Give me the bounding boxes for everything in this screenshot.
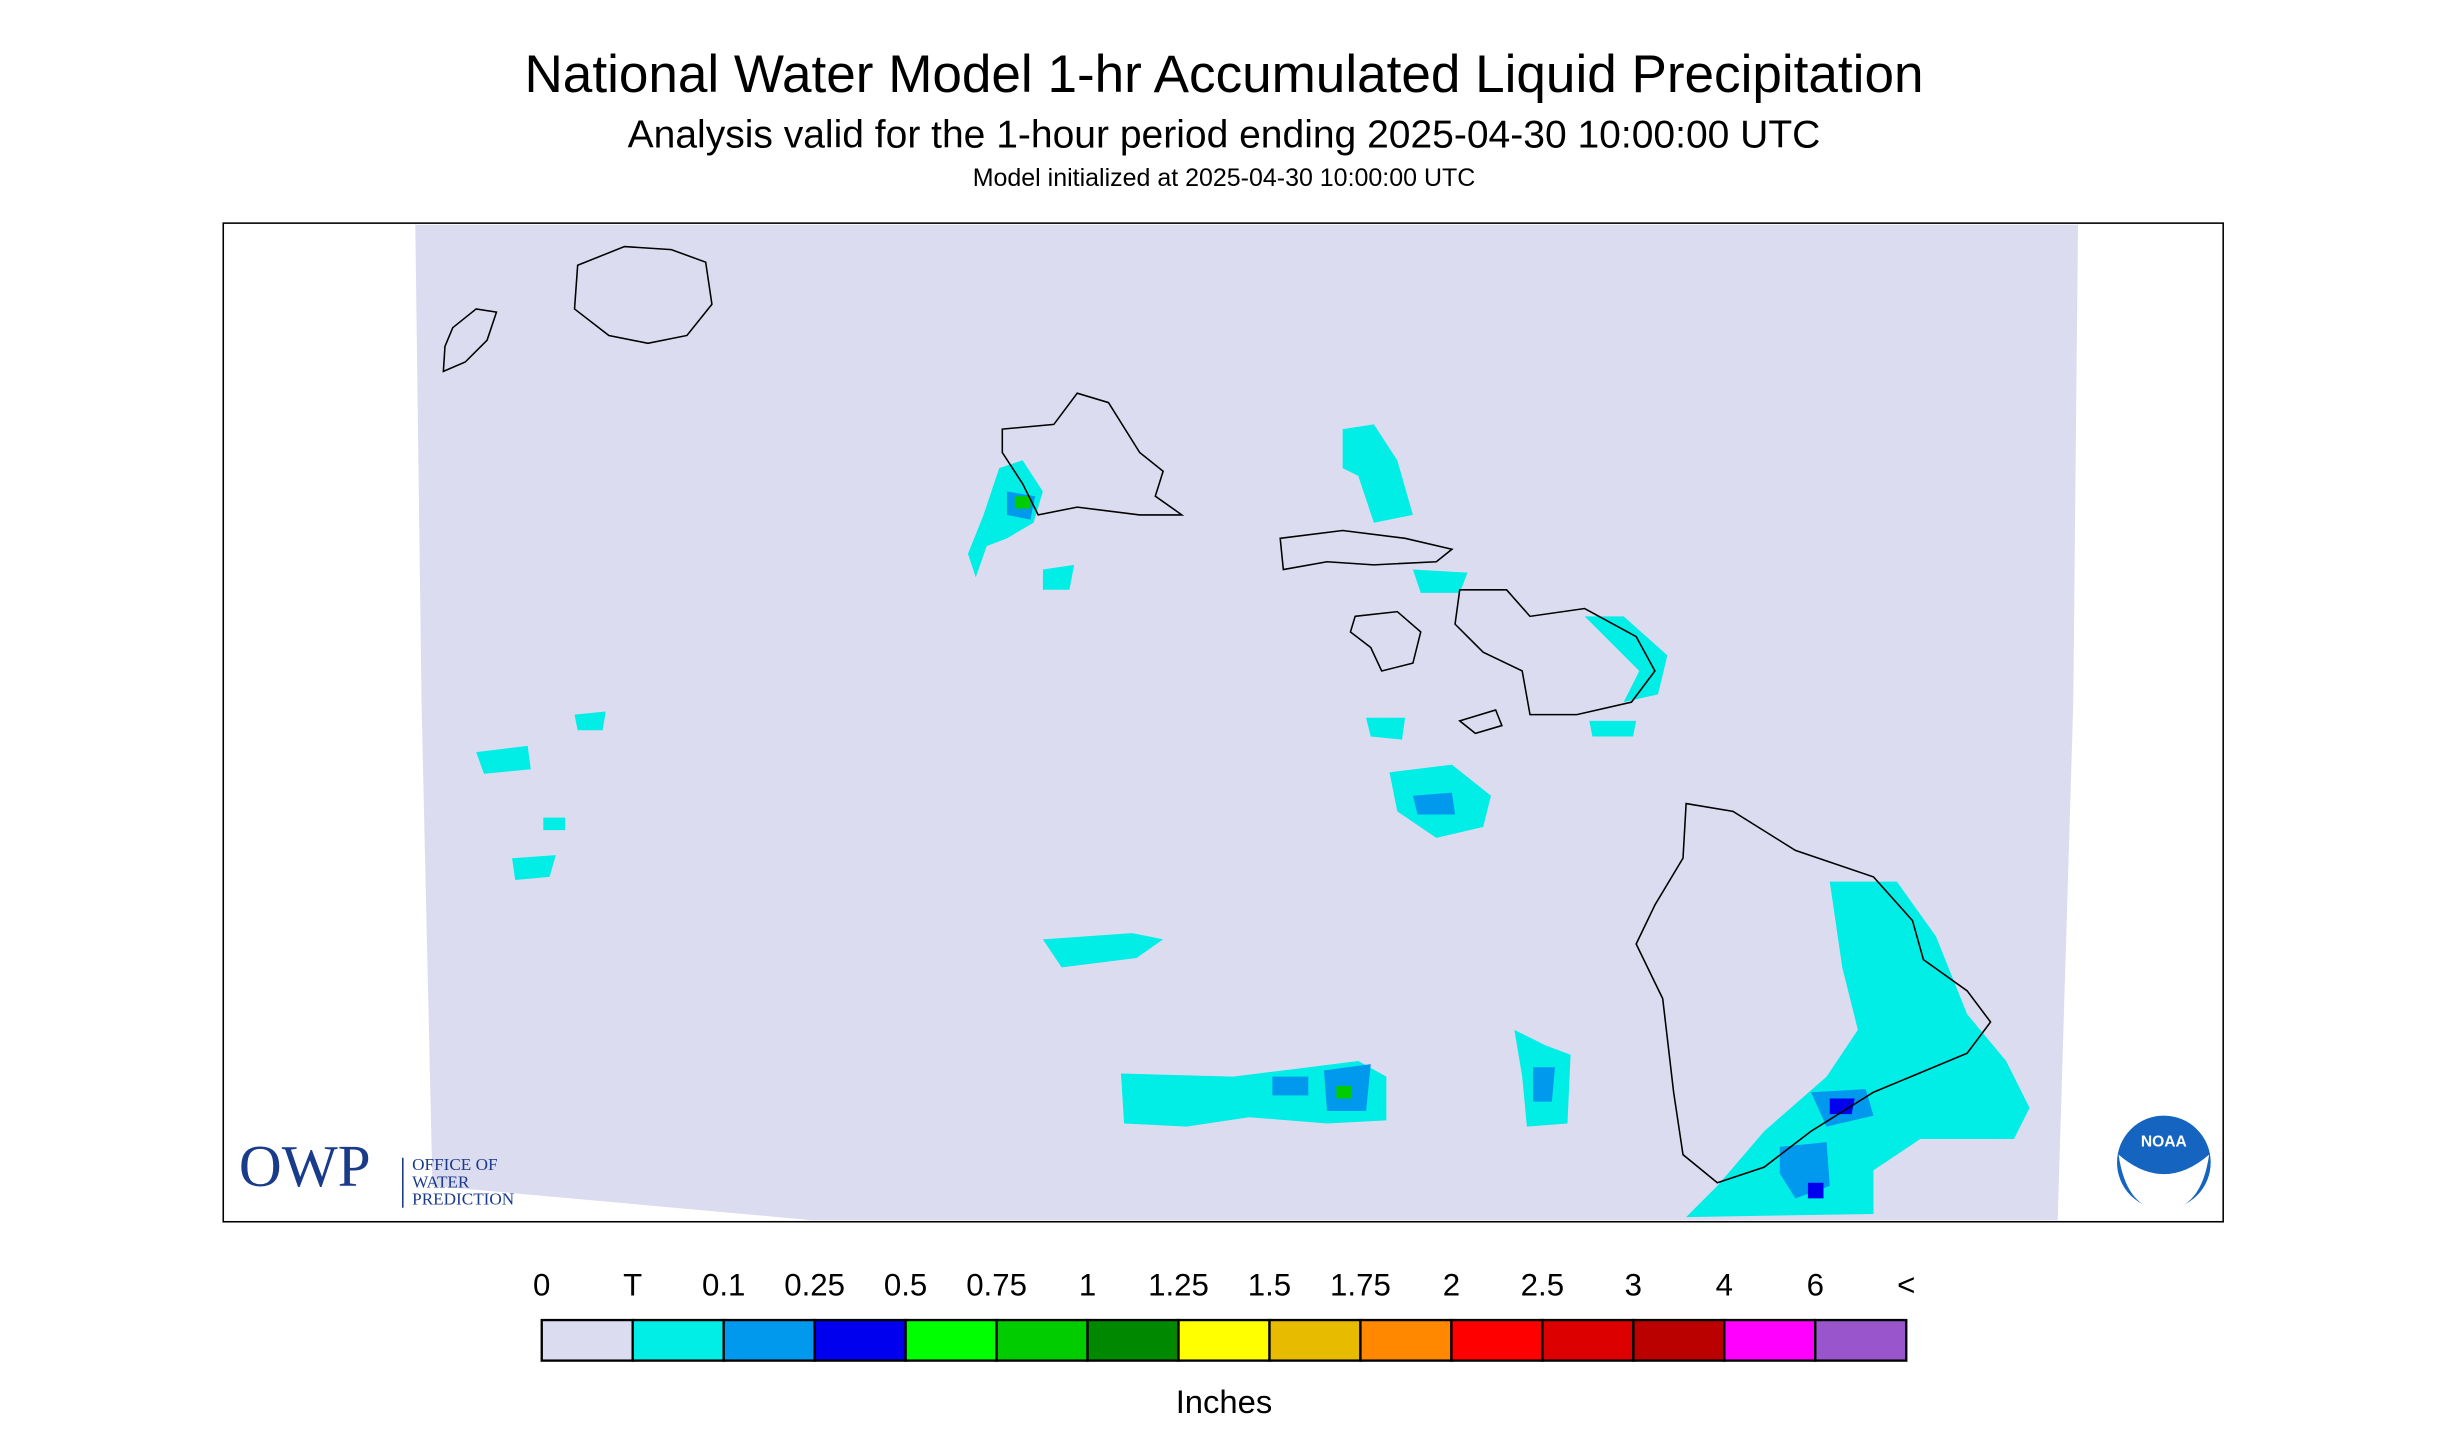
owp-line: OFFICE OF [412, 1155, 497, 1174]
legend-label: 1 [1079, 1268, 1096, 1303]
legend-label: 1.5 [1248, 1268, 1291, 1303]
legend-label: 2 [1443, 1268, 1460, 1303]
init-note: Model initialized at 2025-04-30 10:00:00… [973, 164, 1476, 192]
legend-swatch [904, 1318, 998, 1362]
legend-swatch [1086, 1318, 1180, 1362]
legend-label: 2.5 [1521, 1268, 1564, 1303]
precipitation [476, 424, 2030, 1218]
legend-label: T [623, 1268, 642, 1303]
legend-label: 6 [1807, 1268, 1824, 1303]
legend-swatch [1632, 1318, 1726, 1362]
legend-label: 1.25 [1148, 1268, 1209, 1303]
legend-swatch [1450, 1318, 1544, 1362]
legend-label: 0.1 [702, 1268, 745, 1303]
legend-label: 4 [1716, 1268, 1733, 1303]
legend-swatch [813, 1318, 907, 1362]
legend-swatch [540, 1318, 634, 1362]
legend-swatch [1359, 1318, 1453, 1362]
legend-swatch [1268, 1318, 1362, 1362]
legend-label: 1.75 [1330, 1268, 1391, 1303]
legend-label: 0.75 [966, 1268, 1027, 1303]
legend-swatch [631, 1318, 725, 1362]
noaa-text: NOAA [2141, 1133, 2187, 1150]
legend-label: 0.5 [884, 1268, 927, 1303]
legend-swatch [1723, 1318, 1817, 1362]
island-outlines [442, 245, 1992, 1184]
legend-label: 0 [533, 1268, 550, 1303]
legend-swatch [722, 1318, 816, 1362]
owp-line: PREDICTION [412, 1190, 514, 1209]
owp-logo: OWP OFFICE OF WATER PREDICTION [239, 1133, 514, 1209]
legend-unit: Inches [1176, 1383, 1273, 1420]
noaa-logo: NOAA [2113, 1112, 2214, 1213]
owp-line: WATER [412, 1172, 470, 1191]
legend: 0 T 0.1 0.25 0.5 0.75 1 1.25 1.5 1.75 2 2.5 3 4 6 < [533, 1268, 1915, 1362]
model-domain [415, 224, 2078, 1221]
legend-swatch [995, 1318, 1089, 1362]
legend-swatch [1541, 1318, 1635, 1362]
owp-mark: OWP [239, 1133, 371, 1199]
title: National Water Model 1-hr Accumulated Li… [525, 45, 1924, 104]
legend-swatch [1814, 1318, 1908, 1362]
legend-label: 0.25 [784, 1268, 845, 1303]
legend-label: < [1897, 1268, 1915, 1303]
legend-label: 3 [1625, 1268, 1642, 1303]
legend-swatch [1177, 1318, 1271, 1362]
subtitle: Analysis valid for the 1-hour period end… [628, 114, 1821, 157]
